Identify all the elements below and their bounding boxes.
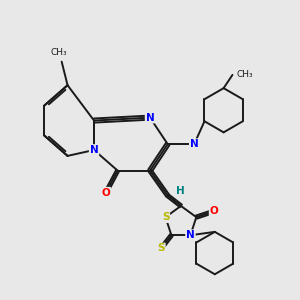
Text: S: S — [157, 244, 165, 254]
Text: H: H — [176, 186, 185, 196]
Text: O: O — [101, 188, 110, 198]
Text: N: N — [146, 112, 154, 123]
Text: S: S — [162, 212, 169, 222]
Text: N: N — [190, 139, 199, 149]
Text: CH₃: CH₃ — [237, 70, 253, 80]
Text: N: N — [90, 145, 98, 155]
Text: CH₃: CH₃ — [50, 48, 67, 57]
Text: N: N — [186, 230, 195, 240]
Text: O: O — [210, 206, 218, 216]
